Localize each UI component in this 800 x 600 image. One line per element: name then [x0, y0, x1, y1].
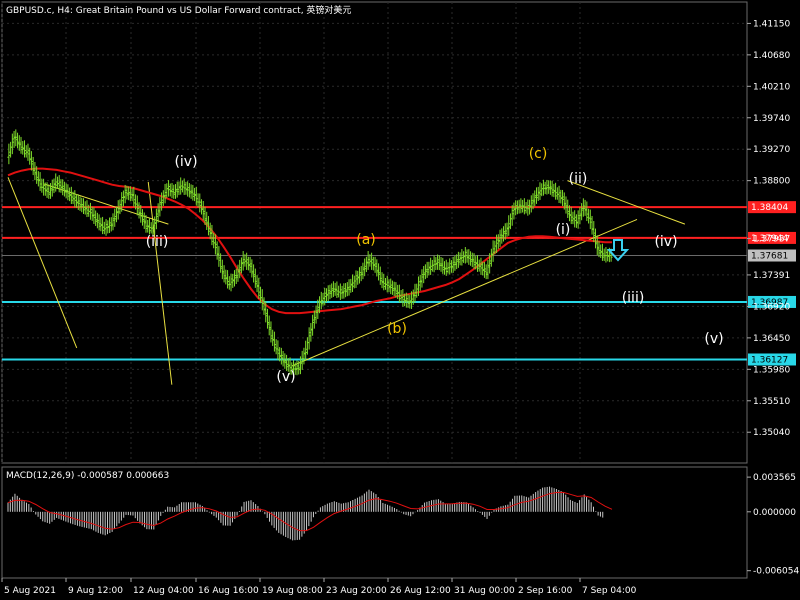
resistance-1-tag-label: 1.38404: [751, 203, 788, 213]
trend-lines: [7, 177, 686, 385]
grid: [1, 1, 748, 579]
support-2-tag: [748, 353, 796, 366]
wave-label: (i): [556, 222, 571, 238]
trend-line-3: [147, 181, 173, 385]
wave-label: (c): [529, 146, 548, 162]
x-tick-label: 7 Sep 04:00: [582, 586, 637, 596]
macd-tick-label: -0.006054: [753, 567, 799, 577]
x-tick-label: 9 Aug 12:00: [68, 586, 123, 596]
y-tick-label: 1.40680: [753, 51, 790, 61]
price-bars: [7, 129, 630, 377]
current-price-tag: [748, 249, 796, 262]
x-tick-label: 16 Aug 16:00: [198, 586, 259, 596]
chart-title: GBPUSD.c, H4: Great Britain Pound vs US …: [6, 4, 351, 16]
y-tick-label: 1.35980: [753, 365, 790, 375]
resistance-2-tag-label: 1.37944: [751, 234, 788, 244]
x-tick-label: 26 Aug 12:00: [390, 586, 451, 596]
support-2-tag-label: 1.36127: [751, 355, 788, 365]
macd-label: MACD(12,26,9) -0.000587 0.000663: [6, 471, 169, 481]
y-tick-label: 1.37937: [753, 234, 790, 244]
y-tick-label: 1.39740: [753, 114, 790, 124]
y-tick-label: 1.35510: [753, 397, 790, 407]
x-tick-label: 31 Aug 00:00: [454, 586, 515, 596]
axes: 1.41150 1.40680 1.40210 1.39740 1.39270 1.388…: [1, 19, 790, 596]
x-tick-label: 5 Aug 2021: [4, 586, 56, 596]
support-1-tag-label: 1.36987: [751, 298, 788, 308]
down-arrow-icon: [606, 239, 630, 262]
moving-average: [7, 167, 612, 315]
y-tick-label: 1.39270: [753, 145, 790, 155]
y-tick-label: 1.35040: [753, 428, 790, 438]
x-tick-label: 12 Aug 04:00: [133, 586, 194, 596]
macd-tick-label: 0.000000: [753, 508, 796, 518]
y-tick-label: 1.40210: [753, 82, 790, 92]
macd-panel: 0.003565 0.000000 -0.006054: [7, 473, 799, 577]
x-tick-label: 23 Aug 20:00: [326, 586, 387, 596]
wave-label: (v): [276, 369, 295, 385]
y-tick-label: 1.41150: [753, 19, 790, 29]
support-1-tag: [748, 295, 796, 308]
resistance-1-tag: [748, 201, 796, 214]
y-tick-label: 1.36450: [753, 334, 790, 344]
ma-line: [7, 167, 612, 315]
trend-line-5: [567, 180, 686, 225]
current-price-tag-label: 1.37681: [751, 252, 788, 262]
wave-label: (iv): [174, 154, 197, 170]
wave-label: (iv): [654, 234, 677, 250]
wave-label: (iii): [622, 290, 645, 306]
wave-label: (a): [356, 232, 376, 248]
macd-frame: [1, 466, 748, 579]
trend-line-4: [291, 218, 638, 367]
wave-labels: (iv) (iii) (v) (a) (b) (c) (ii) (i) (iv) (iii) (v): [146, 146, 724, 385]
wave-label: (ii): [569, 171, 588, 187]
macd-signal-line: [7, 491, 613, 532]
wave-label: (v): [704, 331, 723, 347]
wave-label: (b): [387, 321, 407, 337]
y-tick-label: 1.36920: [753, 302, 790, 312]
trend-line-1: [7, 177, 78, 349]
macd-tick-label: 0.003565: [753, 473, 796, 483]
wave-label: (iii): [146, 234, 169, 250]
resistance-2-tag: [748, 231, 796, 244]
y-tick-label: 1.37391: [753, 271, 790, 281]
x-tick-label: 2 Sep 16:00: [518, 586, 573, 596]
y-tick-label: 1.38800: [753, 177, 790, 187]
x-tick-label: 19 Aug 08:00: [262, 586, 323, 596]
